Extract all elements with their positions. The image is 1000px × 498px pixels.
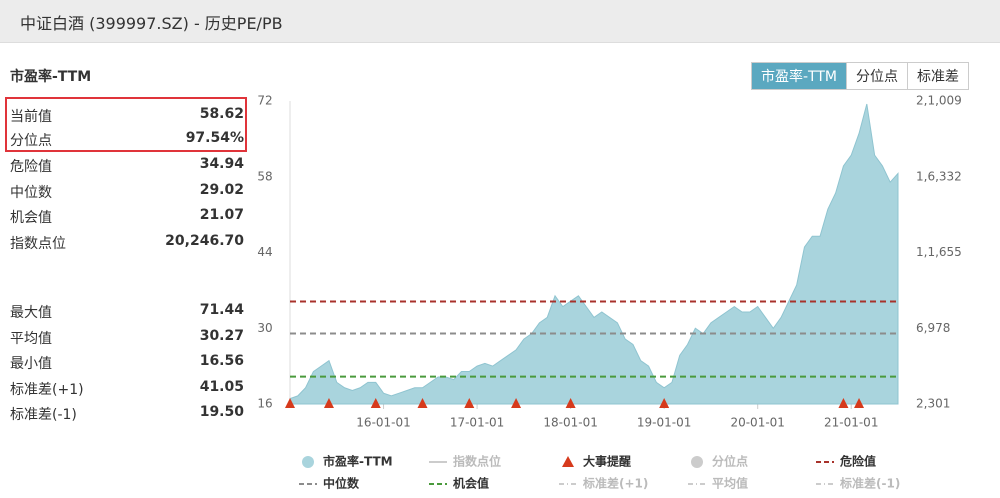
x-tick-label: 21-01-01: [824, 416, 878, 430]
y2-tick-label: 1,6,332: [916, 169, 962, 183]
y2-tick-label: 6,978: [916, 321, 950, 335]
x-tick-label: 19-01-01: [637, 416, 691, 430]
legend-label: 大事提醒: [583, 454, 631, 469]
legend-label: 指数点位: [453, 454, 501, 469]
legend-symbol: [302, 456, 314, 468]
legend-label: 分位点: [712, 454, 748, 469]
y-tick-label: 44: [257, 245, 272, 259]
header: 中证白酒 (399997.SZ) - 历史PE/PB: [0, 0, 1000, 43]
stat-label: 中位数: [10, 185, 52, 201]
stat-row: 标准差(+1) 41.05: [10, 379, 244, 401]
y-tick-label: 58: [257, 169, 272, 183]
event-marker: [417, 398, 428, 408]
stat-label: 机会值: [10, 210, 52, 226]
stat-label: 标准差(-1): [10, 407, 77, 423]
y2-tick-label: 2,301: [916, 397, 950, 411]
stat-value: 19.50: [199, 404, 244, 420]
stat-value: 30.27: [199, 328, 244, 344]
stat-label: 最小值: [10, 356, 52, 372]
x-tick-label: 20-01-01: [730, 416, 784, 430]
panel-title: 市盈率-TTM: [10, 69, 92, 85]
stat-row: 中位数 29.02: [10, 182, 244, 204]
tab[interactable]: 市盈率-TTM: [752, 63, 846, 89]
y2-tick-label: 1,1,655: [916, 245, 962, 259]
legend-label: 标准差(+1): [582, 476, 648, 491]
stat-row: 当前值 58.62: [10, 106, 244, 128]
event-marker: [323, 398, 334, 408]
area: [289, 103, 899, 405]
event-marker: [565, 398, 576, 408]
stat-row: 最小值 16.56: [10, 353, 244, 375]
y-tick-label: 30: [257, 321, 272, 335]
tabs: 市盈率-TTM 分位点 标准差: [751, 62, 969, 90]
stat-label: 标准差(+1): [10, 382, 84, 398]
legend-symbol: [562, 456, 574, 467]
legend-label: 机会值: [453, 476, 489, 491]
stat-label: 指数点位: [10, 236, 66, 252]
event-marker: [854, 398, 865, 408]
stat-label: 危险值: [10, 159, 52, 175]
page-title: 中证白酒 (399997.SZ) - 历史PE/PB: [20, 14, 283, 33]
stat-value: 71.44: [199, 302, 244, 318]
highlight-box: [5, 97, 247, 152]
event-marker: [659, 398, 670, 408]
legend-symbol: [691, 456, 703, 468]
legend-label: 中位数: [323, 476, 360, 491]
event-marker: [370, 398, 381, 408]
stat-row: 最大值 71.44: [10, 302, 244, 324]
x-tick-label: 16-01-01: [356, 416, 410, 430]
y-tick-label: 16: [257, 397, 272, 411]
event-marker: [464, 398, 475, 408]
stat-label: 最大值: [10, 305, 52, 321]
event-marker: [285, 398, 295, 408]
stat-row: 平均值 30.27: [10, 328, 244, 350]
tab[interactable]: 标准差: [907, 63, 968, 89]
stat-value: 29.02: [199, 182, 244, 198]
tab[interactable]: 分位点: [846, 63, 907, 89]
stat-label: 分位点: [10, 133, 52, 149]
stat-value: 41.05: [199, 379, 244, 395]
x-tick-label: 17-01-01: [450, 416, 504, 430]
stat-label: 平均值: [10, 331, 52, 347]
stat-value: 58.62: [199, 106, 244, 122]
stat-value: 21.07: [199, 207, 244, 223]
stat-value: 16.56: [199, 353, 244, 369]
legend-label: 标准差(-1): [839, 476, 900, 491]
legend-label: 平均值: [712, 476, 748, 491]
event-marker: [838, 398, 849, 408]
stat-row: 危险值 34.94: [10, 156, 244, 178]
stat-label: 当前值: [10, 109, 52, 125]
stat-row: 标准差(-1) 19.50: [10, 404, 244, 426]
stat-value: 34.94: [199, 156, 244, 172]
event-marker: [511, 398, 522, 408]
stat-value: 20,246.70: [165, 233, 244, 249]
y-tick-label: 72: [257, 94, 272, 108]
stat-value: 97.54%: [185, 130, 244, 146]
legend-label: 市盈率-TTM: [323, 454, 393, 469]
x-tick-label: 18-01-01: [543, 416, 597, 430]
y2-tick-label: 2,1,009: [916, 94, 962, 108]
stat-row: 分位点 97.54%: [10, 130, 244, 152]
legend-label: 危险值: [839, 454, 876, 469]
stat-row: 指数点位 20,246.70: [10, 233, 244, 255]
stat-row: 机会值 21.07: [10, 207, 244, 229]
